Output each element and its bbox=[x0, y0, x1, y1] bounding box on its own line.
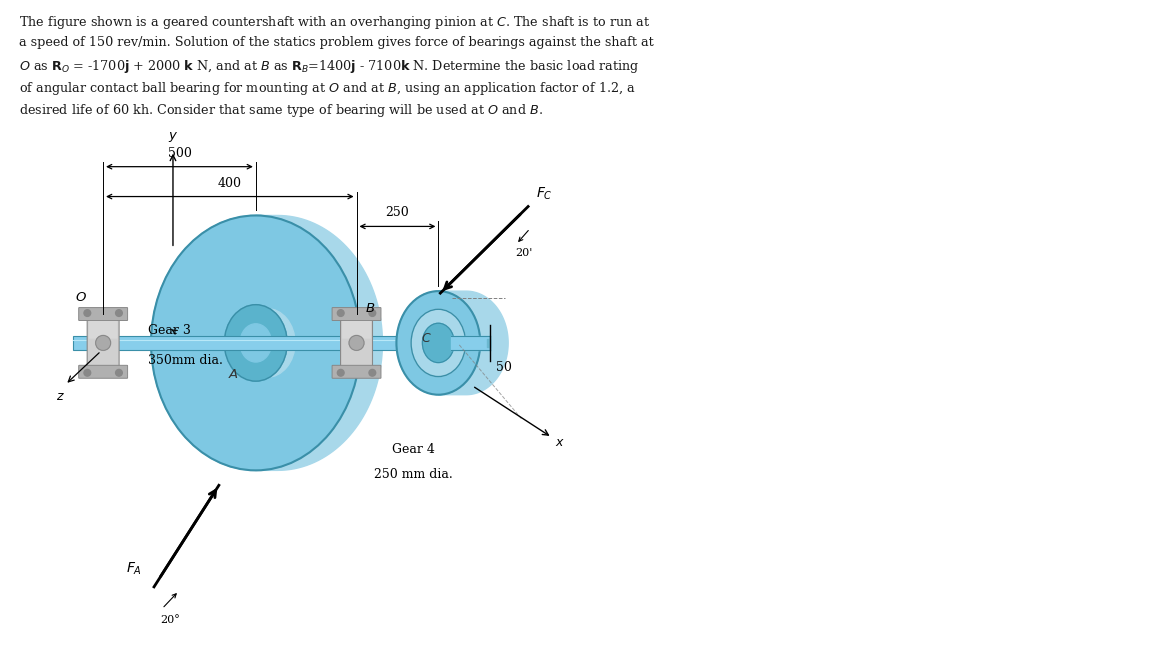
Circle shape bbox=[338, 310, 344, 316]
Text: 50: 50 bbox=[497, 362, 513, 375]
FancyBboxPatch shape bbox=[74, 336, 491, 350]
Text: $F_C$: $F_C$ bbox=[536, 185, 553, 202]
Text: $B$: $B$ bbox=[364, 302, 374, 315]
Ellipse shape bbox=[238, 308, 295, 377]
FancyBboxPatch shape bbox=[332, 365, 381, 378]
Polygon shape bbox=[256, 216, 382, 470]
Text: 250: 250 bbox=[386, 207, 409, 220]
Circle shape bbox=[115, 369, 122, 376]
Text: $O$: $O$ bbox=[75, 290, 88, 303]
Text: Gear 3: Gear 3 bbox=[149, 325, 191, 338]
Text: $z$: $z$ bbox=[55, 389, 65, 402]
FancyBboxPatch shape bbox=[88, 318, 119, 368]
Text: 20°: 20° bbox=[160, 615, 180, 625]
Text: $x$: $x$ bbox=[555, 436, 564, 449]
Ellipse shape bbox=[396, 291, 480, 395]
Circle shape bbox=[369, 310, 376, 316]
Text: The figure shown is a geared countershaft with an overhanging pinion at $C$. The: The figure shown is a geared countershaf… bbox=[20, 14, 651, 31]
Text: 350mm dia.: 350mm dia. bbox=[149, 354, 222, 367]
Text: 400: 400 bbox=[218, 176, 242, 190]
Ellipse shape bbox=[423, 323, 454, 363]
Polygon shape bbox=[438, 291, 508, 395]
FancyBboxPatch shape bbox=[78, 308, 128, 321]
Circle shape bbox=[369, 369, 376, 376]
FancyBboxPatch shape bbox=[332, 308, 381, 321]
Text: 500: 500 bbox=[167, 146, 191, 159]
Text: of angular contact ball bearing for mounting at $O$ and at $B$, using an applica: of angular contact ball bearing for moun… bbox=[20, 80, 636, 97]
Circle shape bbox=[338, 369, 344, 376]
Text: $A$: $A$ bbox=[228, 368, 240, 381]
Text: a speed of 150 rev/min. Solution of the statics problem gives force of bearings : a speed of 150 rev/min. Solution of the … bbox=[20, 36, 654, 49]
Text: desired life of 60 kh. Consider that same type of bearing will be used at $O$ an: desired life of 60 kh. Consider that sam… bbox=[20, 102, 544, 119]
Circle shape bbox=[349, 336, 364, 351]
Ellipse shape bbox=[225, 305, 287, 381]
Text: 20': 20' bbox=[515, 248, 533, 259]
Circle shape bbox=[96, 336, 111, 351]
Text: $C$: $C$ bbox=[420, 332, 432, 345]
Text: $y$: $y$ bbox=[168, 130, 179, 144]
Text: $O$ as $\mathbf{R}_{\mathit{O}}$ = -1700$\mathbf{j}$ + 2000 $\mathbf{k}$ N, and : $O$ as $\mathbf{R}_{\mathit{O}}$ = -1700… bbox=[20, 58, 639, 75]
Text: Gear 4: Gear 4 bbox=[392, 443, 434, 456]
Circle shape bbox=[84, 310, 91, 316]
Text: 250 mm dia.: 250 mm dia. bbox=[374, 468, 453, 481]
Circle shape bbox=[115, 310, 122, 316]
FancyBboxPatch shape bbox=[341, 318, 372, 368]
FancyBboxPatch shape bbox=[89, 321, 118, 339]
Ellipse shape bbox=[240, 324, 272, 362]
Ellipse shape bbox=[151, 216, 361, 470]
Ellipse shape bbox=[411, 309, 465, 376]
FancyBboxPatch shape bbox=[78, 365, 128, 378]
FancyBboxPatch shape bbox=[342, 321, 371, 339]
Circle shape bbox=[84, 369, 91, 376]
Text: $F_A$: $F_A$ bbox=[126, 561, 142, 577]
